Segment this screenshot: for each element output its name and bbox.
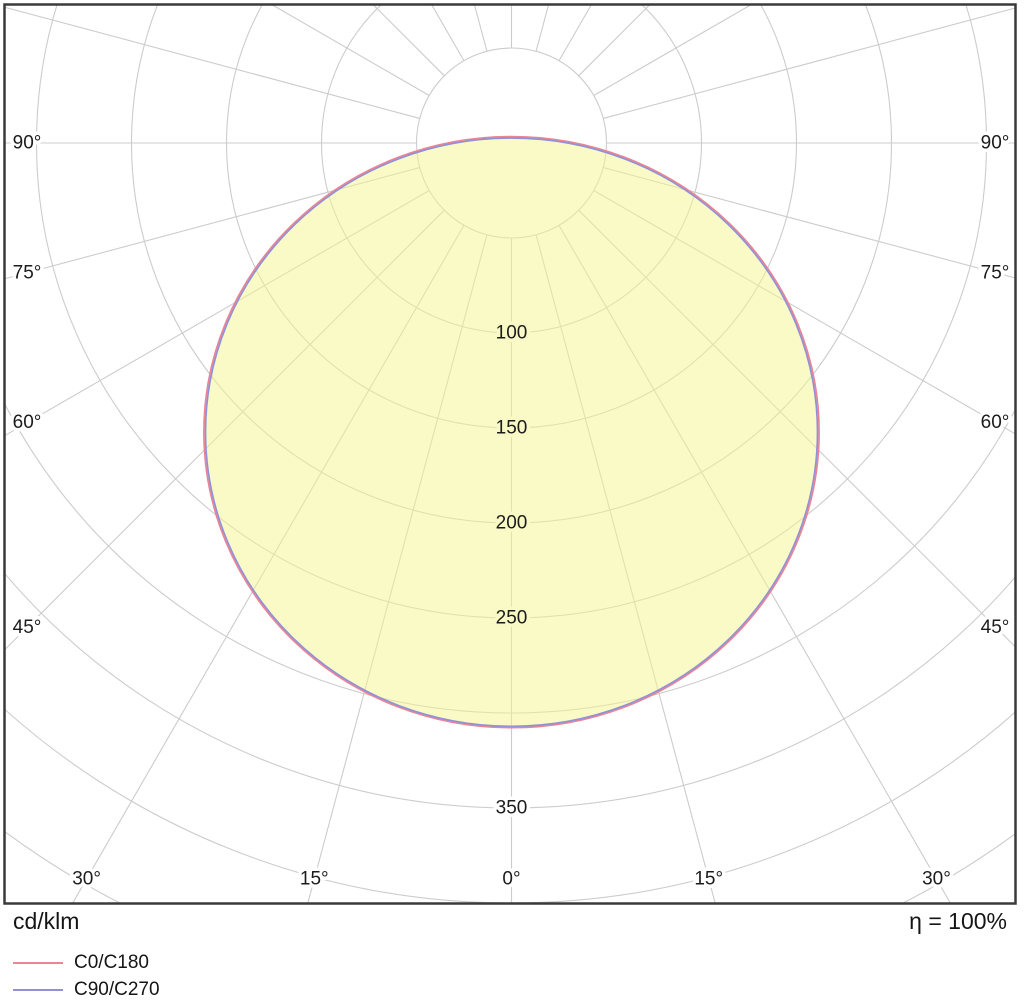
c90-c270-legend-line xyxy=(13,988,63,991)
legend-item-c0: C0/C180 xyxy=(13,949,160,976)
legend-item-c90: C90/C270 xyxy=(13,976,160,1003)
grid-ray xyxy=(535,4,550,52)
angle-label-right: 45° xyxy=(981,617,1010,638)
grid-ray xyxy=(4,167,420,280)
radial-tick-label: 250 xyxy=(496,608,528,629)
c0-c180-legend-line xyxy=(13,961,63,964)
grid-ray xyxy=(558,4,593,62)
grid-ray xyxy=(578,4,651,77)
chart-frame xyxy=(3,3,1017,905)
angle-label-bottom: 0° xyxy=(502,869,520,890)
angle-label-bottom: 30° xyxy=(72,869,101,890)
grid-ray xyxy=(4,6,420,119)
angle-label-left: 60° xyxy=(13,412,42,433)
radial-tick-label: 200 xyxy=(496,513,528,534)
distribution-fill xyxy=(205,138,818,727)
grid-ray xyxy=(593,4,753,96)
radial-tick-label: 100 xyxy=(496,323,528,344)
angle-label-right: 90° xyxy=(981,133,1010,154)
grid-ray xyxy=(430,4,465,62)
efficiency-label: η = 100% xyxy=(909,908,1007,934)
angle-label-bottom: 15° xyxy=(694,869,723,890)
grid-ray xyxy=(473,4,488,52)
grid-ray xyxy=(372,4,445,77)
unit-label: cd/klm xyxy=(13,908,80,934)
radial-tick-label: 150 xyxy=(496,418,528,439)
radial-tick-label: 350 xyxy=(496,798,528,819)
grid-ray xyxy=(603,7,1016,119)
angle-label-left: 45° xyxy=(13,617,42,638)
c0-c180-legend-label: C0/C180 xyxy=(74,951,149,973)
c90-c270-curve xyxy=(204,137,819,728)
c90-c270-legend-label: C90/C270 xyxy=(74,978,160,1000)
grid-ray xyxy=(603,167,1016,279)
angle-label-right: 75° xyxy=(981,262,1010,283)
angle-label-bottom: 30° xyxy=(922,869,951,890)
angle-label-right: 60° xyxy=(981,412,1010,433)
c0-c180-curve xyxy=(203,135,820,729)
angle-label-bottom: 15° xyxy=(300,869,329,890)
legend: C0/C180 C90/C270 xyxy=(13,949,160,1003)
grid-ray xyxy=(270,4,430,96)
angle-label-left: 75° xyxy=(13,262,42,283)
angle-label-left: 90° xyxy=(13,133,42,154)
